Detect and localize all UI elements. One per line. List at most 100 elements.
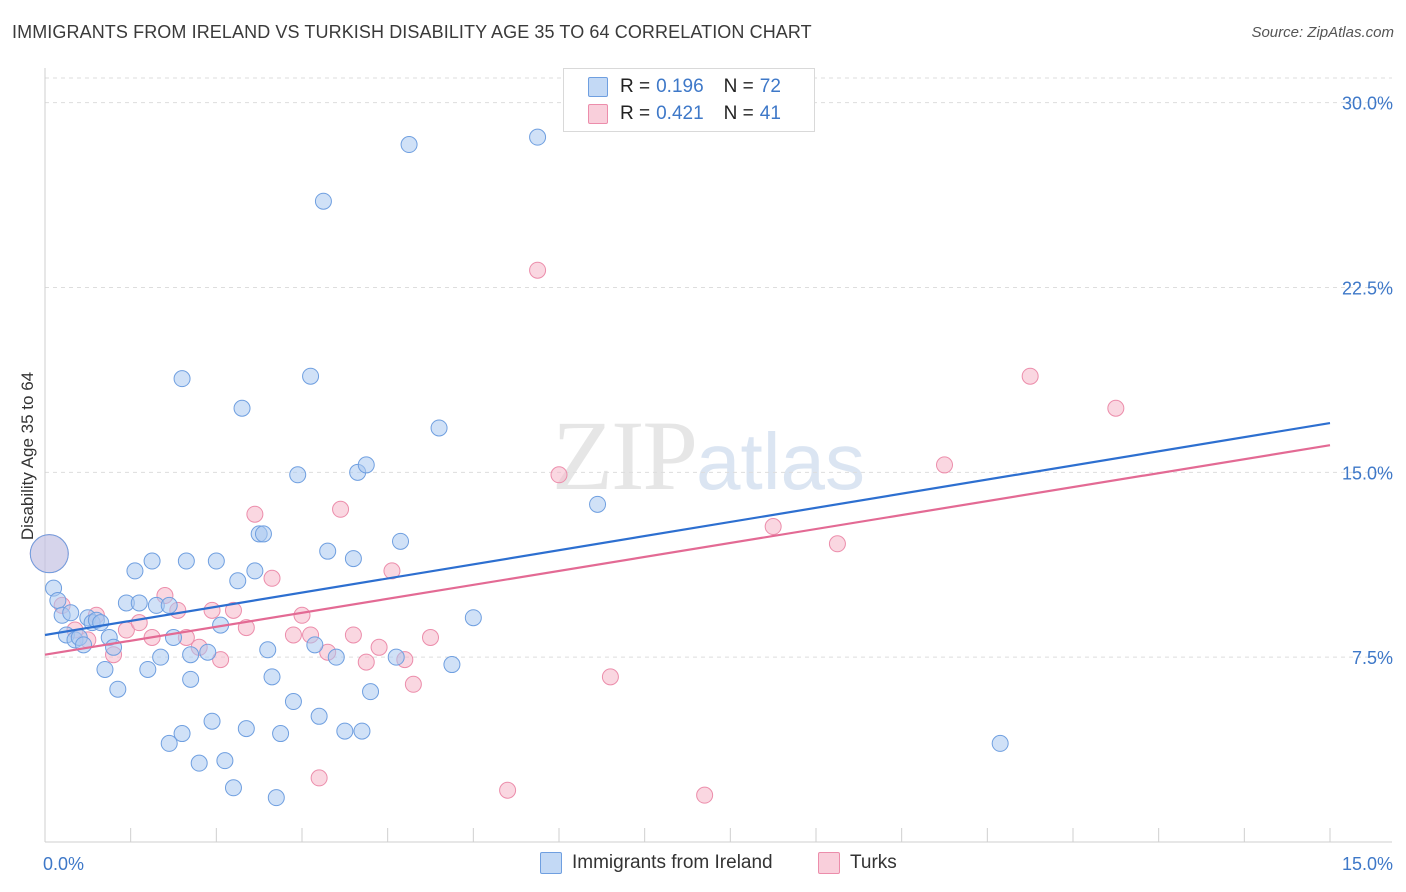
ireland-point [160, 596, 178, 614]
legend-r-label: R = [620, 76, 651, 97]
ireland-point [353, 722, 371, 740]
legend-n-value: 72 [759, 76, 781, 97]
ireland-point [289, 466, 307, 484]
y-tick-label: 30.0% [1342, 94, 1393, 114]
legend-row-turks: R = 0.421 N = 41 [588, 102, 781, 126]
ireland-point [400, 136, 418, 154]
ireland-point [336, 722, 354, 740]
turks-point [370, 638, 388, 656]
ireland-point [173, 370, 191, 388]
turks-point [224, 601, 242, 619]
stats-legend: R = 0.196 N = 72 R = 0.421 N = 41 [563, 68, 815, 132]
turks-point [130, 614, 148, 632]
ireland-point [143, 552, 161, 570]
ireland-point [387, 648, 405, 666]
turks-point [764, 518, 782, 536]
ireland-point [190, 754, 208, 772]
turks-point [1107, 399, 1125, 417]
ireland-point [319, 542, 337, 560]
turks-point [293, 606, 311, 624]
ireland-point [152, 648, 170, 666]
tick-labels: 7.5% 15.0% 22.5% 30.0% 0.0% 15.0% [43, 94, 1393, 874]
ireland-trend-line [44, 421, 1331, 637]
legend-swatch-turks [588, 104, 608, 124]
turks-point [499, 781, 517, 799]
turks-point [310, 769, 328, 787]
ireland-point [430, 419, 448, 437]
ireland-point [62, 604, 80, 622]
ireland-point [182, 646, 200, 664]
ireland-point [224, 779, 242, 797]
turks-point [332, 500, 350, 518]
ireland-point [237, 720, 255, 738]
bottom-legend-swatch-ireland [540, 852, 562, 874]
ireland-point [233, 399, 251, 417]
axes [44, 68, 1392, 843]
ireland-point [306, 636, 324, 654]
x-tick-label: 15.0% [1342, 854, 1393, 874]
legend-n-value: 41 [759, 103, 781, 124]
turks-point [696, 786, 714, 804]
trend-lines [44, 421, 1331, 656]
bottom-legend-turks: Turks [818, 852, 897, 874]
ireland-point [357, 456, 375, 474]
y-tick-label: 22.5% [1342, 278, 1393, 298]
turks-trend-line [44, 444, 1331, 656]
ireland-point [991, 734, 1009, 752]
y-tick-label: 7.5% [1352, 648, 1393, 668]
ireland-point [160, 734, 178, 752]
ireland-point [49, 591, 67, 609]
ireland-point [443, 656, 461, 674]
ireland-point [263, 668, 281, 686]
bottom-legend-ireland: Immigrants from Ireland [540, 852, 773, 874]
x-tick-label: 0.0% [43, 854, 84, 874]
ireland-point [216, 752, 234, 770]
ireland-point [126, 562, 144, 580]
bottom-legend-swatch-turks [818, 852, 840, 874]
source-label: Source: ZipAtlas.com [1251, 24, 1394, 41]
ireland-point [589, 495, 607, 513]
ireland-point [199, 643, 217, 661]
ireland-point [207, 552, 225, 570]
turks-point [828, 535, 846, 553]
ireland-point [173, 725, 191, 743]
ireland-point [259, 641, 277, 659]
turks-point [404, 675, 422, 693]
ireland-point [246, 562, 264, 580]
turks-point [344, 626, 362, 644]
turks-point [383, 562, 401, 580]
watermark: ZIPatlas [552, 398, 865, 513]
legend-swatch-ireland [588, 77, 608, 97]
turks-point [357, 653, 375, 671]
ireland-point [272, 725, 290, 743]
ireland-point [310, 707, 328, 725]
chart-title: IMMIGRANTS FROM IRELAND VS TURKISH DISAB… [12, 22, 812, 42]
y-tick-label: 15.0% [1342, 463, 1393, 483]
ireland-point [182, 670, 200, 688]
turks-point [1021, 367, 1039, 385]
watermark-atlas: atlas [696, 417, 865, 506]
ireland-point [284, 693, 302, 711]
watermark-zip: ZIP [552, 400, 698, 511]
turks-point [246, 505, 264, 523]
legend-r-value: 0.421 [656, 103, 704, 124]
y-axis-label: Disability Age 35 to 64 [18, 372, 37, 540]
ireland-point [254, 525, 272, 543]
bottom-legend-label-turks: Turks [850, 852, 897, 873]
turks-point [203, 601, 221, 619]
ireland-point [464, 609, 482, 627]
ireland-point [302, 367, 320, 385]
legend-n-label: N = [723, 103, 754, 124]
ireland-point [92, 614, 110, 632]
turks-point [422, 628, 439, 646]
ireland-point [139, 660, 157, 678]
turks-point [936, 456, 953, 474]
ireland-point [529, 128, 547, 146]
bottom-legend-label-ireland: Immigrants from Ireland [572, 852, 773, 873]
ireland-point [314, 192, 332, 210]
ireland-point [267, 789, 285, 807]
turks-point [550, 466, 568, 484]
turks-point [601, 668, 619, 686]
turks-point [284, 626, 302, 644]
